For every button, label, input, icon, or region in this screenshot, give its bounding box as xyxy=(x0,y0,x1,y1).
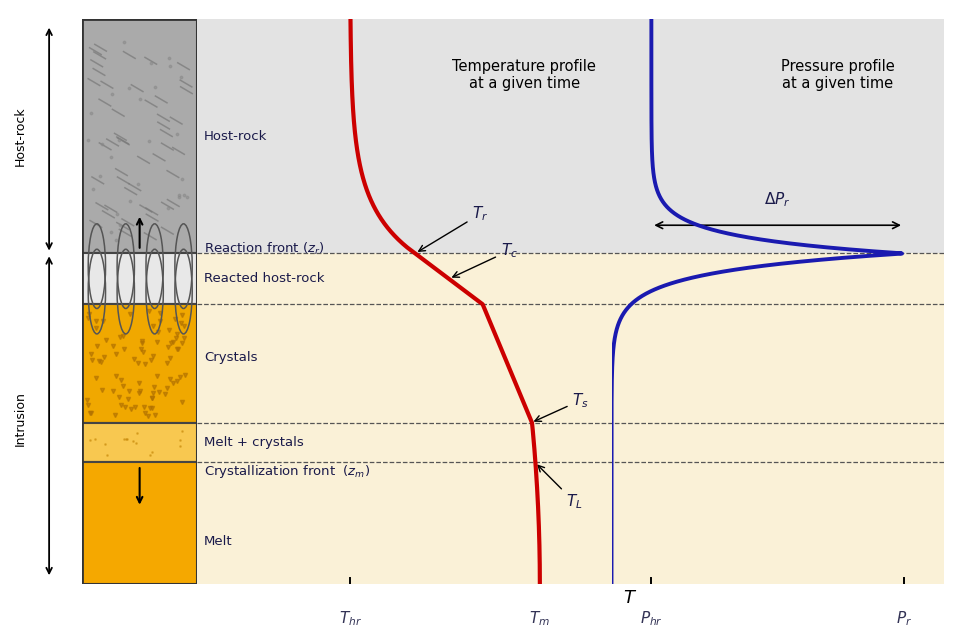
Text: $P_{hr}$: $P_{hr}$ xyxy=(640,609,663,628)
Text: Pressure profile
at a given time: Pressure profile at a given time xyxy=(781,59,895,91)
Bar xyxy=(197,253,944,584)
Text: $T_{m}$: $T_{m}$ xyxy=(530,609,550,628)
Bar xyxy=(82,253,197,304)
Text: Melt + crystals: Melt + crystals xyxy=(204,436,303,449)
Text: Temperature profile
at a given time: Temperature profile at a given time xyxy=(453,59,596,91)
Text: Crystallization front  ($z_m$): Crystallization front ($z_m$) xyxy=(204,463,370,480)
Text: $T_L$: $T_L$ xyxy=(538,466,583,511)
Text: $T_r$: $T_r$ xyxy=(419,205,488,251)
Text: T: T xyxy=(623,590,634,607)
Text: Host-rock: Host-rock xyxy=(14,107,27,166)
Text: Reacted host-rock: Reacted host-rock xyxy=(204,272,325,285)
Text: $\Delta P_r$: $\Delta P_r$ xyxy=(765,191,791,209)
Bar xyxy=(82,304,197,423)
Text: $T_s$: $T_s$ xyxy=(534,391,589,421)
Text: Host-rock: Host-rock xyxy=(204,130,268,143)
Text: Reaction front ($z_r$): Reaction front ($z_r$) xyxy=(204,241,325,257)
Bar xyxy=(82,463,197,584)
Text: $T_c$: $T_c$ xyxy=(453,241,518,278)
Bar xyxy=(197,19,944,253)
Text: $P_{r}$: $P_{r}$ xyxy=(896,609,912,628)
Text: Melt: Melt xyxy=(204,535,233,548)
Bar xyxy=(82,19,197,253)
Text: Intrusion: Intrusion xyxy=(14,391,27,446)
Bar xyxy=(82,423,197,463)
Text: $T_{hr}$: $T_{hr}$ xyxy=(339,609,361,628)
Text: Crystals: Crystals xyxy=(204,352,257,364)
